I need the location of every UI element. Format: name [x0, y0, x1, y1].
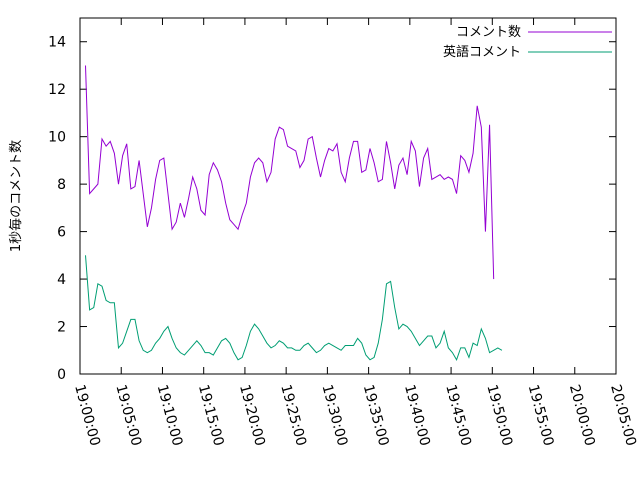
x-tick-label: 19:20:00	[236, 383, 268, 448]
x-tick-label: 19:30:00	[319, 383, 351, 448]
x-tick-label: 19:05:00	[112, 383, 144, 448]
series-line-english-comments	[85, 255, 503, 361]
x-tick-label: 19:50:00	[483, 383, 515, 448]
y-tick-label: 14	[48, 35, 66, 51]
legend: コメント数 英語コメント	[443, 25, 612, 60]
x-tick-label: 19:40:00	[401, 383, 433, 448]
y-tick-label: 12	[48, 82, 66, 98]
y-tick-label: 2	[57, 320, 66, 336]
x-tick-label: 19:00:00	[71, 383, 103, 448]
series-lines	[85, 65, 503, 361]
y-tick-label: 0	[57, 367, 66, 383]
series-line-comments	[85, 65, 495, 280]
x-axis: 19:00:00 19:05:00 19:10:00 19:15:00 19:20:00…	[71, 18, 639, 448]
y-tick-label: 6	[57, 225, 66, 241]
x-tick-label: 19:15:00	[195, 383, 227, 448]
y-axis: 0 2 4 6 8 10 12 14	[48, 35, 616, 383]
x-tick-label: 19:55:00	[525, 383, 557, 448]
x-tick-label: 20:00:00	[566, 383, 598, 448]
legend-label-comments: コメント数	[456, 25, 521, 40]
legend-label-english-comments: 英語コメント	[443, 44, 521, 60]
y-tick-label: 10	[48, 130, 66, 146]
x-tick-label: 19:35:00	[360, 383, 392, 448]
plot-frame	[79, 17, 617, 375]
x-tick-label: 19:45:00	[442, 383, 474, 448]
y-tick-label: 8	[57, 177, 66, 193]
y-axis-title: 1秒毎のコメント数	[8, 140, 24, 252]
x-tick-label: 19:25:00	[277, 383, 309, 448]
x-tick-label: 20:05:00	[607, 383, 639, 448]
y-tick-label: 4	[57, 272, 66, 288]
x-tick-label: 19:10:00	[154, 383, 186, 448]
